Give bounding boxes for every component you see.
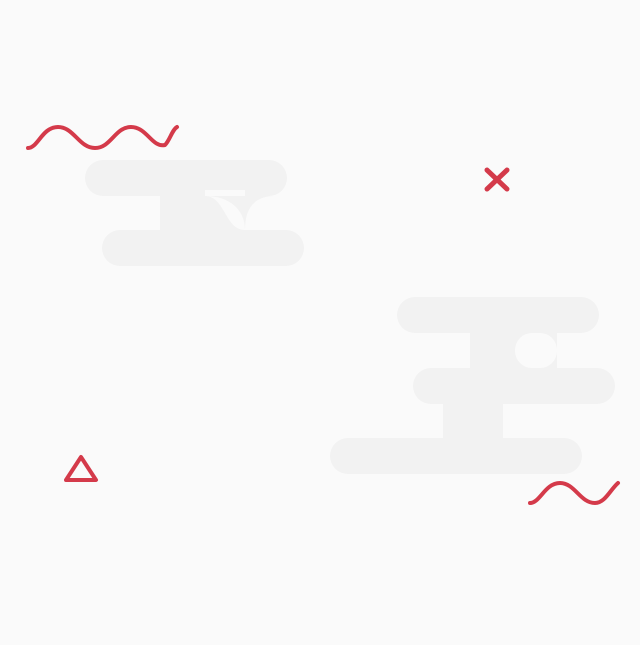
cloud-bar xyxy=(330,438,582,474)
cloud-notch xyxy=(515,333,557,368)
wave-icon xyxy=(26,125,179,150)
cloud-bar xyxy=(102,230,304,266)
cloud-notch xyxy=(397,333,470,368)
close-icon xyxy=(484,167,510,192)
cloud-bar xyxy=(397,297,599,333)
cloud-lower-right xyxy=(330,297,615,474)
cloud-joint xyxy=(245,196,275,230)
wave-icon xyxy=(528,481,620,505)
cloud-bar xyxy=(443,395,503,445)
cloud-joint xyxy=(205,196,245,230)
cloud-notch xyxy=(330,404,443,438)
cloud-joint xyxy=(205,196,245,236)
cloud-upper-left xyxy=(85,160,304,266)
cloud-notch xyxy=(503,404,583,438)
triangle-icon xyxy=(64,455,98,482)
cloud-joint xyxy=(175,196,205,230)
